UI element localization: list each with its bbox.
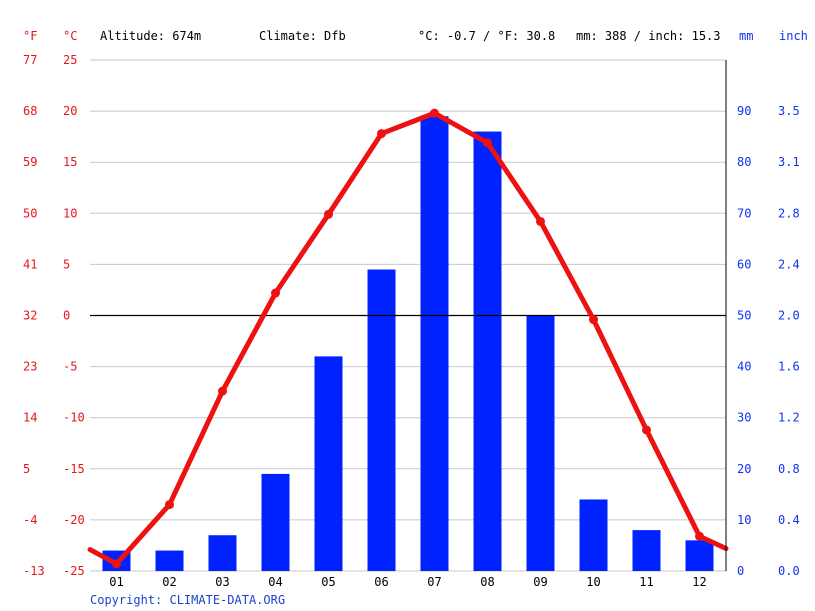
celsius-tick-label: 25 xyxy=(63,53,77,67)
inch-tick-label: 3.5 xyxy=(778,104,800,118)
temperature-point xyxy=(536,216,545,226)
precipitation-bar xyxy=(261,473,290,571)
mm-tick-label: 20 xyxy=(737,462,751,476)
fahrenheit-tick-label: -4 xyxy=(23,513,37,527)
fahrenheit-tick-label: 41 xyxy=(23,257,37,271)
inch-tick-label: 3.1 xyxy=(778,155,800,169)
month-tick-label: 06 xyxy=(374,575,388,589)
temperature-point xyxy=(695,531,704,541)
inch-tick-label: 1.2 xyxy=(778,411,800,425)
altitude-label: Altitude: 674m xyxy=(100,29,201,43)
celsius-tick-label: 0 xyxy=(63,309,70,323)
precipitation-bar xyxy=(155,550,184,571)
precipitation-bar xyxy=(685,540,714,571)
month-tick-label: 04 xyxy=(268,575,282,589)
precipitation-bar xyxy=(526,315,555,571)
mm-tick-label: 10 xyxy=(737,513,751,527)
precipitation-bar xyxy=(420,116,449,572)
mm-tick-label: 80 xyxy=(737,155,751,169)
precipitation-bars xyxy=(102,116,714,572)
inch-tick-label: 0.4 xyxy=(778,513,800,527)
precipitation-bar xyxy=(473,131,502,572)
temperature-point xyxy=(324,209,333,219)
temperature-point xyxy=(377,129,386,139)
fahrenheit-tick-label: 68 xyxy=(23,104,37,118)
month-tick-label: 07 xyxy=(427,575,441,589)
precipitation-bar xyxy=(579,499,608,571)
precipitation-bar xyxy=(632,530,661,571)
mm-tick-label: 70 xyxy=(737,206,751,220)
temperature-point xyxy=(165,500,174,510)
fahrenheit-tick-label: 50 xyxy=(23,206,37,220)
precipitation-bar xyxy=(314,356,343,571)
fahrenheit-tick-label: 14 xyxy=(23,411,37,425)
precipitation-bar xyxy=(208,535,237,571)
average-temperature-label: °C: -0.7 / °F: 30.8 xyxy=(418,29,555,43)
month-tick-label: 02 xyxy=(162,575,176,589)
mm-tick-label: 50 xyxy=(737,309,751,323)
temperature-line xyxy=(87,108,729,569)
inch-unit-label: inch xyxy=(779,29,808,43)
month-tick-label: 08 xyxy=(480,575,494,589)
celsius-tick-label: -15 xyxy=(63,462,85,476)
month-tick-label: 05 xyxy=(321,575,335,589)
temperature-point xyxy=(271,288,280,298)
grid-lines xyxy=(90,59,726,572)
precipitation-bar xyxy=(367,269,396,571)
temperature-point xyxy=(589,315,598,325)
celsius-tick-label: -10 xyxy=(63,411,85,425)
month-tick-label: 01 xyxy=(109,575,123,589)
celsius-tick-label: -25 xyxy=(63,564,85,578)
climate-label: Climate: Dfb xyxy=(259,29,346,43)
fahrenheit-tick-label: 5 xyxy=(23,462,30,476)
month-tick-label: 11 xyxy=(639,575,653,589)
fahrenheit-tick-label: 59 xyxy=(23,155,37,169)
month-tick-label: 03 xyxy=(215,575,229,589)
month-tick-label: 10 xyxy=(586,575,600,589)
temperature-point xyxy=(112,559,121,569)
fahrenheit-tick-label: 23 xyxy=(23,360,37,374)
precipitation-total-label: mm: 388 / inch: 15.3 xyxy=(576,29,721,43)
inch-tick-label: 2.0 xyxy=(778,309,800,323)
temperature-line-path xyxy=(87,110,729,567)
inch-tick-label: 2.4 xyxy=(778,257,800,271)
fahrenheit-tick-label: 32 xyxy=(23,309,37,323)
celsius-tick-label: -20 xyxy=(63,513,85,527)
fahrenheit-unit-label: °F xyxy=(23,29,37,43)
inch-tick-label: 0.0 xyxy=(778,564,800,578)
inch-tick-label: 0.8 xyxy=(778,462,800,476)
temperature-point xyxy=(430,108,439,118)
celsius-tick-label: 20 xyxy=(63,104,77,118)
celsius-tick-label: 10 xyxy=(63,206,77,220)
celsius-unit-label: °C xyxy=(63,29,77,43)
temperature-point xyxy=(642,425,651,435)
month-tick-label: 12 xyxy=(692,575,706,589)
celsius-tick-label: -5 xyxy=(63,360,77,374)
temperature-point xyxy=(483,138,492,148)
mm-tick-label: 0 xyxy=(737,564,744,578)
inch-tick-label: 1.6 xyxy=(778,360,800,374)
fahrenheit-tick-label: -13 xyxy=(23,564,45,578)
copyright-label: Copyright: CLIMATE-DATA.ORG xyxy=(90,593,285,607)
celsius-tick-label: 15 xyxy=(63,155,77,169)
axis-tick-labels: 77 25 68 20 59 15 50 10 41 5 32 0 23 -5 14 -10 5 -15 -4 -20… xyxy=(23,53,800,589)
mm-tick-label: 30 xyxy=(737,411,751,425)
mm-unit-label: mm xyxy=(739,29,753,43)
inch-tick-label: 2.8 xyxy=(778,206,800,220)
celsius-tick-label: 5 xyxy=(63,257,70,271)
month-tick-label: 09 xyxy=(533,575,547,589)
temperature-point xyxy=(218,386,227,396)
fahrenheit-tick-label: 77 xyxy=(23,53,37,67)
mm-tick-label: 90 xyxy=(737,104,751,118)
mm-tick-label: 40 xyxy=(737,360,751,374)
mm-tick-label: 60 xyxy=(737,257,751,271)
